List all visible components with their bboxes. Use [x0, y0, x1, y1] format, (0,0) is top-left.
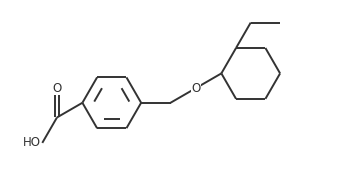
Text: HO: HO	[23, 136, 41, 149]
Text: O: O	[191, 82, 201, 95]
Text: O: O	[53, 82, 62, 95]
